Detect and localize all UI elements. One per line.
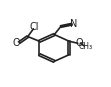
- Text: N: N: [70, 19, 78, 29]
- Text: O: O: [76, 38, 83, 48]
- Text: CH₃: CH₃: [79, 42, 93, 51]
- Text: Cl: Cl: [29, 22, 39, 32]
- Text: O: O: [13, 38, 21, 48]
